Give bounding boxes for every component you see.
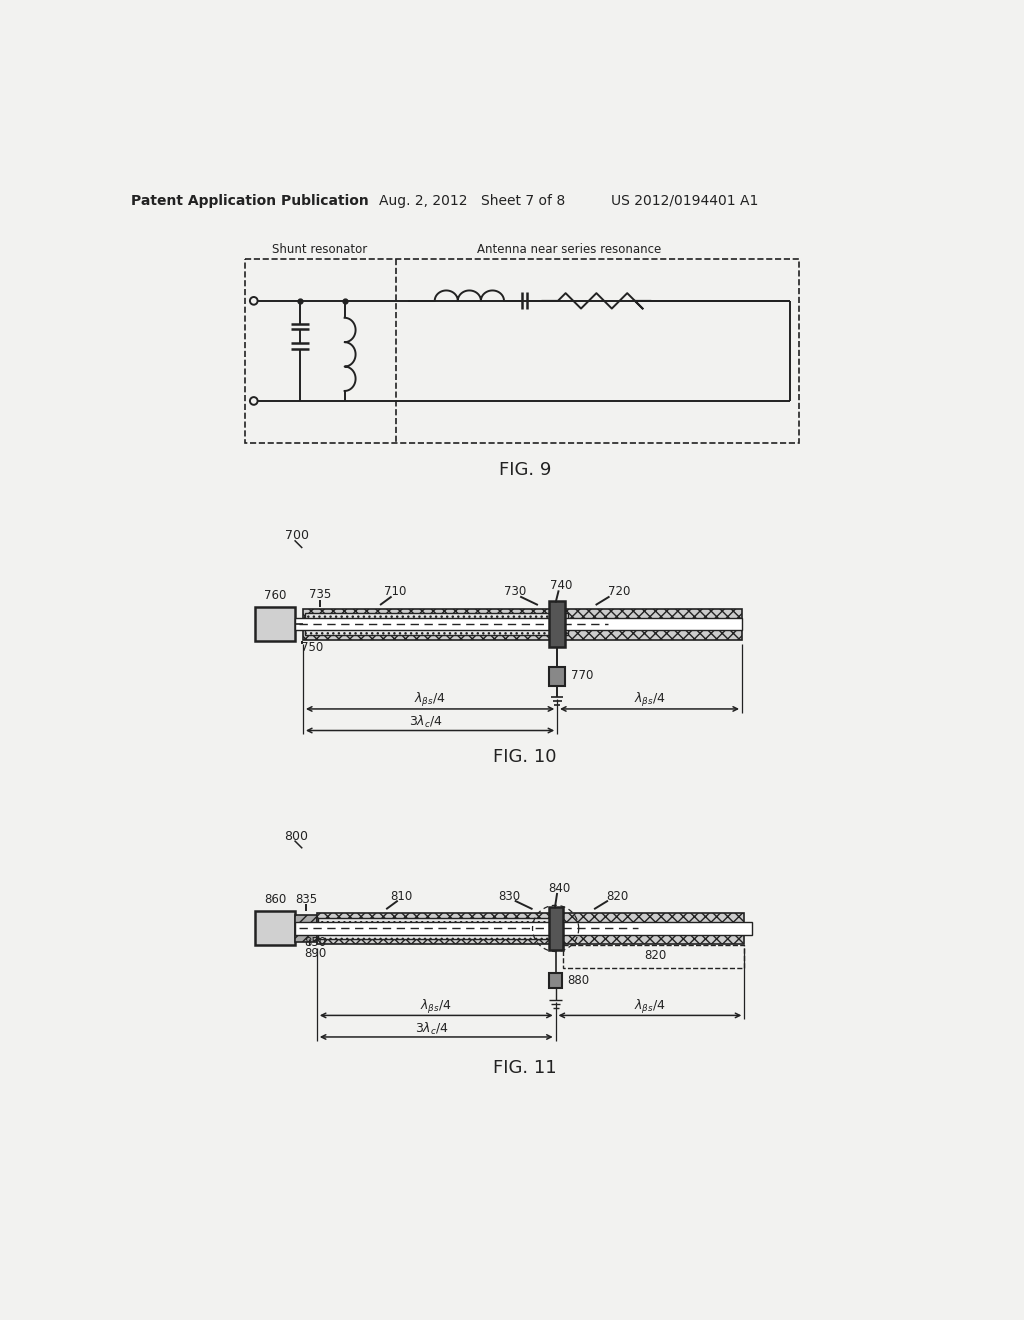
Text: 890: 890 xyxy=(304,946,327,960)
Text: US 2012/0194401 A1: US 2012/0194401 A1 xyxy=(611,194,759,207)
Text: 760: 760 xyxy=(264,589,287,602)
Bar xyxy=(550,601,565,647)
Text: 735: 735 xyxy=(309,589,331,602)
Text: Antenna near series resonance: Antenna near series resonance xyxy=(477,243,662,256)
Text: 740: 740 xyxy=(550,579,572,593)
Bar xyxy=(550,973,562,989)
Bar xyxy=(304,614,568,635)
Text: $3\lambda_c/4$: $3\lambda_c/4$ xyxy=(410,714,443,730)
Bar xyxy=(295,915,316,942)
Text: FIG. 9: FIG. 9 xyxy=(499,461,551,479)
Bar xyxy=(295,618,742,631)
Text: $\lambda_{\beta s}/4$: $\lambda_{\beta s}/4$ xyxy=(414,692,446,709)
Text: 700: 700 xyxy=(285,529,308,543)
Text: 830: 830 xyxy=(499,890,520,903)
Bar xyxy=(316,913,744,944)
Text: 770: 770 xyxy=(571,669,593,682)
Text: 820: 820 xyxy=(606,890,629,903)
Bar xyxy=(562,945,744,969)
Text: 730: 730 xyxy=(504,585,526,598)
Text: 840: 840 xyxy=(548,882,570,895)
Text: 820: 820 xyxy=(644,949,667,962)
Text: 835: 835 xyxy=(295,892,317,906)
Text: 860: 860 xyxy=(264,894,287,907)
Text: 800: 800 xyxy=(285,829,308,842)
Bar xyxy=(295,923,752,935)
Bar xyxy=(318,917,562,940)
Bar xyxy=(255,911,295,945)
Text: 810: 810 xyxy=(390,890,413,903)
Text: 720: 720 xyxy=(607,585,630,598)
Text: 880: 880 xyxy=(567,974,589,987)
Text: Shunt resonator: Shunt resonator xyxy=(271,243,367,256)
Text: 710: 710 xyxy=(384,585,407,598)
Bar xyxy=(549,907,562,950)
Bar xyxy=(550,667,565,686)
Bar xyxy=(303,609,742,640)
Text: Aug. 2, 2012: Aug. 2, 2012 xyxy=(379,194,467,207)
Bar xyxy=(245,259,799,444)
Text: $\lambda_{\beta s}/4$: $\lambda_{\beta s}/4$ xyxy=(420,998,453,1016)
Text: Sheet 7 of 8: Sheet 7 of 8 xyxy=(481,194,565,207)
Text: 850: 850 xyxy=(304,936,327,949)
Bar xyxy=(255,607,295,642)
Text: $\lambda_{\beta s}/4$: $\lambda_{\beta s}/4$ xyxy=(634,998,666,1016)
Text: FIG. 11: FIG. 11 xyxy=(493,1059,557,1077)
Text: FIG. 10: FIG. 10 xyxy=(493,748,557,767)
Text: $3\lambda_c/4$: $3\lambda_c/4$ xyxy=(416,1020,450,1036)
Text: Patent Application Publication: Patent Application Publication xyxy=(131,194,369,207)
Text: 750: 750 xyxy=(301,640,324,653)
Text: $\lambda_{\beta s}/4$: $\lambda_{\beta s}/4$ xyxy=(634,692,666,709)
